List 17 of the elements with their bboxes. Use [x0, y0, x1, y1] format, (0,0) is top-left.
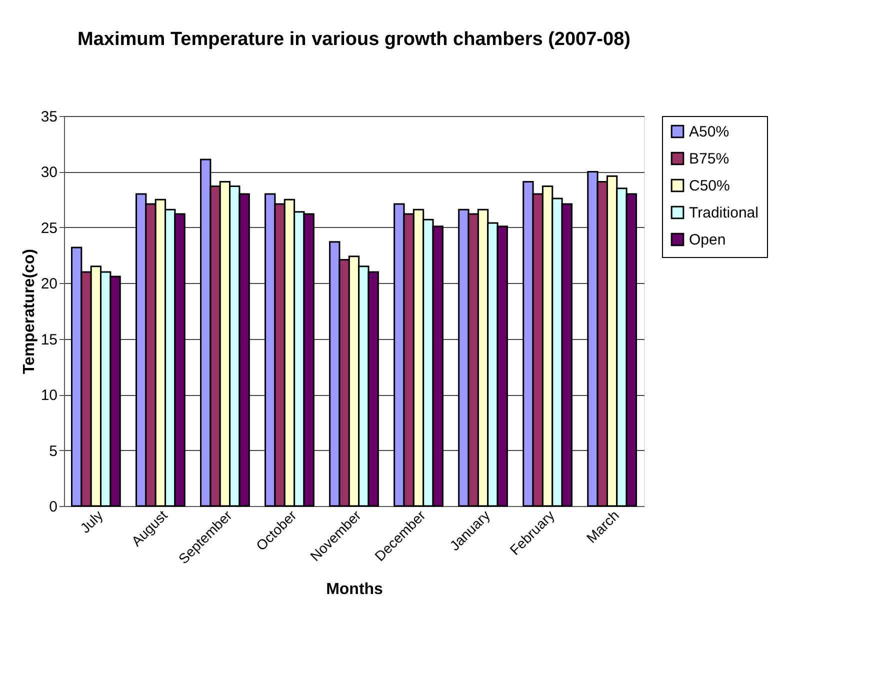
legend-label: B75%	[689, 150, 730, 168]
y-tick-label: 10	[40, 387, 58, 404]
x-axis-title: Months	[326, 580, 384, 598]
y-tick-label: 30	[40, 164, 58, 182]
x-tick-label: July	[76, 507, 106, 536]
legend-label: Open	[689, 232, 726, 248]
legend-label: C50%	[689, 178, 730, 194]
legend-label: Traditional	[689, 204, 758, 222]
chart-title: Maximum Temperature in various growth chambers (2007-08)	[78, 29, 630, 50]
y-tick-label: 5	[49, 442, 58, 460]
y-tick-label: 35	[40, 108, 58, 126]
y-tick-label: 15	[40, 331, 58, 348]
y-axis-title: Temperature(co)	[20, 248, 38, 374]
y-tick-label: 20	[40, 276, 58, 293]
y-tick-label: 25	[40, 220, 58, 237]
legend-label: A50%	[689, 124, 730, 140]
y-tick-label: 0	[49, 498, 58, 516]
